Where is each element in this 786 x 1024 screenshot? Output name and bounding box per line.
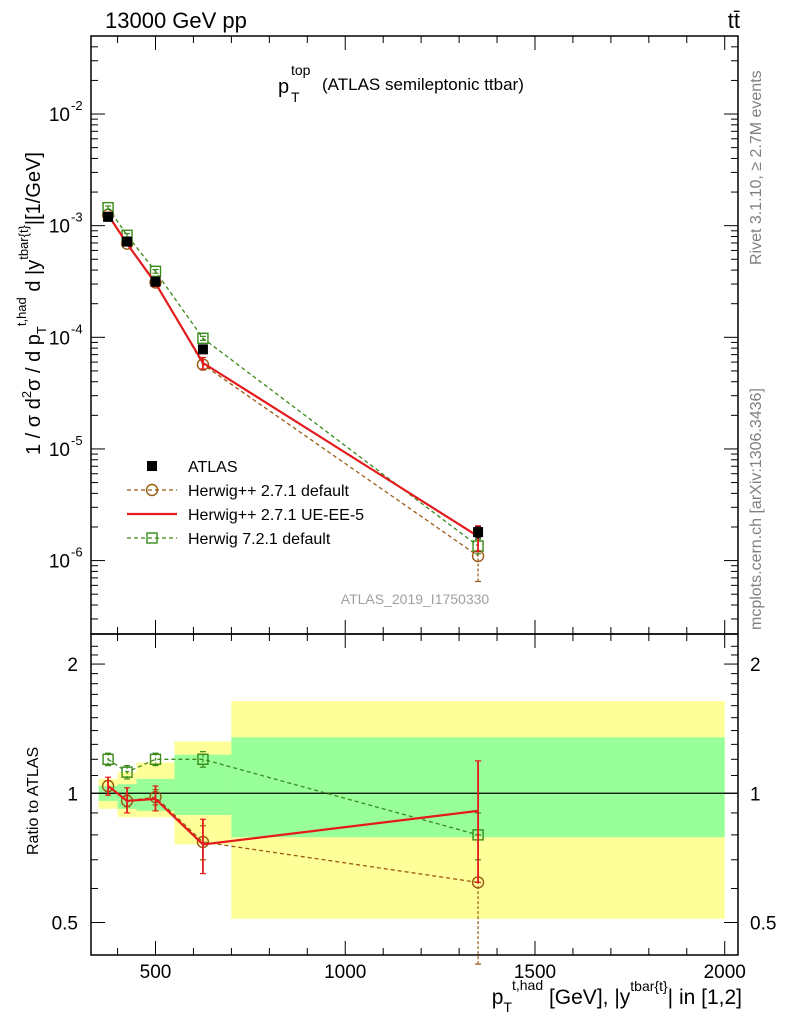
main-title-sup: top [291, 62, 311, 78]
legend-label: ATLAS [188, 459, 238, 476]
main-ytick-label: 10 [49, 328, 70, 349]
ylabel-h: |[1/GeV] [23, 152, 45, 225]
energy-label: 13000 GeV pp [105, 8, 247, 33]
main-title-sub: T [291, 89, 300, 105]
main-ytick-exponent: -6 [71, 545, 83, 560]
main-series-herwig-7-2-1-default [103, 203, 483, 554]
ylabel-d: T [34, 326, 49, 334]
ylabel-c: σ / d p [23, 334, 45, 391]
main-ytick-label: 10 [49, 105, 70, 126]
ratio-ytick-label-left: 0.5 [52, 913, 78, 934]
main-point [103, 212, 113, 222]
ylabel-f: d |y [23, 260, 45, 297]
main-point [473, 527, 483, 537]
main-point [151, 277, 161, 287]
process-label: tt̄ [728, 8, 740, 33]
main-series-herwig-2-7-1-ue-ee-5 [105, 212, 481, 552]
ylabel-e: t,had [14, 297, 29, 326]
ratio-ytick-label-left: 1 [67, 784, 78, 805]
ratio-y-label: Ratio to ATLAS [25, 747, 42, 855]
main-ytick-exponent: -2 [71, 98, 83, 113]
main-ytick-label: 10 [49, 217, 70, 238]
ratio-ytick-label-right: 2 [750, 655, 761, 676]
main-ytick-label: 10 [49, 440, 70, 461]
ylabel-a: 1 / σ d [23, 398, 45, 455]
main-series-layer [103, 203, 484, 582]
main-ytick-label: 10 [49, 552, 70, 573]
plot-canvas: 13000 GeV pp tt̄ Rivet 3.1.10, ≥ 2.7M ev… [0, 0, 786, 1024]
ratio-ytick-label-right: 1 [750, 784, 761, 805]
legend-item: Herwig++ 2.7.1 UE-EE-5 [127, 507, 364, 524]
legend-label: Herwig++ 2.7.1 default [188, 483, 350, 500]
legend: ATLAS Herwig++ 2.7.1 default Herwig++ 2.7.… [127, 459, 364, 548]
xtick-label: 1000 [324, 962, 366, 983]
xtick-label: 2000 [704, 962, 746, 983]
legend-label: Herwig 7.2.1 default [188, 531, 331, 548]
xtick-label: 500 [140, 962, 172, 983]
ratio-ytick-label-left: 2 [67, 655, 78, 676]
main-point [198, 344, 208, 354]
main-title: p top T (ATLAS semileptonic ttbar) [278, 62, 524, 105]
legend-marker [147, 461, 157, 471]
rivet-label: Rivet 3.1.10, ≥ 2.7M events [748, 70, 765, 265]
ylabel-g: tbar{t} [16, 224, 31, 259]
xlabel-sub: T [503, 999, 512, 1015]
legend-item: ATLAS [147, 459, 238, 476]
main-ytick-exponent: -5 [71, 433, 83, 448]
analysis-label: ATLAS_2019_I1750330 [341, 591, 490, 607]
main-ytick-exponent: -3 [71, 210, 83, 225]
main-y-label: 1 / σ d2σ / d pTt,had d |ytbar{t}|[1/GeV… [14, 152, 49, 455]
main-point [122, 237, 132, 247]
ratio-uncertainty-bands [91, 701, 738, 919]
xlabel-p: p [492, 986, 504, 1009]
main-ytick-exponent: -4 [71, 321, 83, 336]
main-title-rest: (ATLAS semileptonic ttbar) [322, 75, 524, 94]
main-series-herwig-2-7-1-default [103, 209, 484, 581]
ratio-ytick-label-right: 0.5 [750, 913, 776, 934]
legend-label: Herwig++ 2.7.1 UE-EE-5 [188, 507, 364, 524]
ylabel-b: 2 [19, 391, 34, 398]
xlabel-rest: | in [1,2] [668, 986, 742, 1009]
main-title-p: p [278, 76, 289, 98]
legend-item: Herwig 7.2.1 default [127, 531, 331, 548]
xtick-label: 1500 [514, 962, 556, 983]
xlabel-sup2: tbar{t} [630, 978, 668, 994]
legend-item: Herwig++ 2.7.1 default [127, 483, 350, 500]
xlabel-mid: [GeV], |y [543, 986, 631, 1009]
mcplots-label: mcplots.cern.ch [arXiv:1306.3436] [748, 388, 765, 630]
